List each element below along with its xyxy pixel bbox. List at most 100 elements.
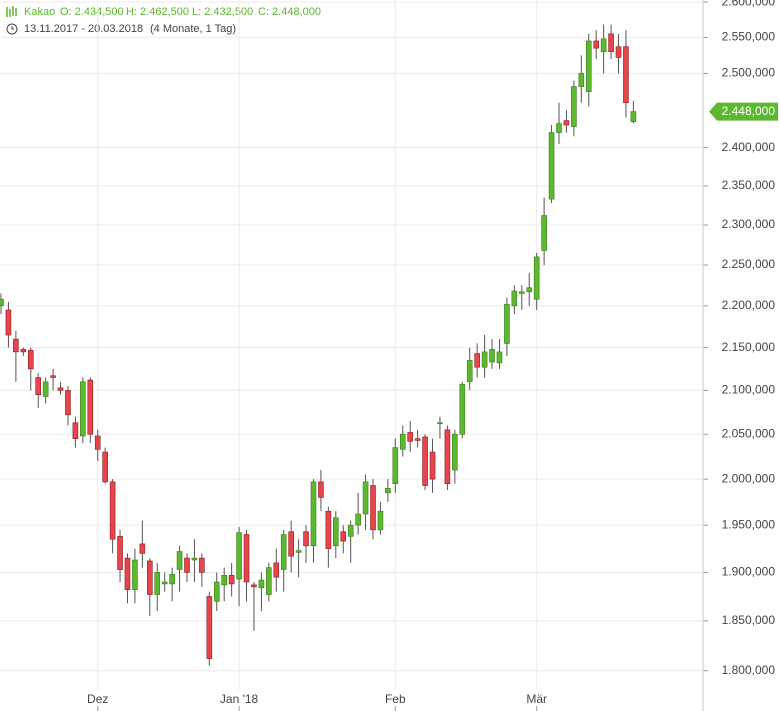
candle-body (213, 581, 220, 602)
y-tick-label: 1.800,000 (722, 663, 776, 677)
candle-body (370, 485, 376, 531)
ohlc-open: O: 2.434,500 (60, 6, 124, 18)
candle-body (50, 375, 56, 378)
candle-body (27, 349, 34, 370)
candle-body (42, 381, 49, 397)
candle-body (176, 551, 183, 570)
y-tick-label: 1.950,000 (722, 517, 776, 531)
y-tick-label: 2.000,000 (722, 471, 776, 485)
candle-body (347, 524, 354, 537)
chart-title: Kakao (24, 6, 55, 18)
candle-body (392, 447, 399, 484)
y-tick-label: 2.550,000 (722, 30, 776, 44)
candle-body (65, 390, 71, 416)
y-tick-label: 2.400,000 (722, 140, 776, 154)
candle-body (191, 557, 198, 561)
candle-body (5, 309, 12, 336)
y-tick-label: 2.100,000 (722, 383, 776, 397)
candle-body (466, 360, 473, 383)
candle-body (236, 532, 242, 580)
candle-body (228, 574, 235, 585)
candle-body (355, 513, 361, 526)
candle-body (147, 560, 153, 595)
ohlc-low: L: 2.432,500 (192, 6, 253, 18)
y-tick-label: 2.300,000 (722, 217, 776, 231)
candle-body (20, 349, 27, 353)
candle-body (117, 536, 123, 570)
y-tick-label: 2.250,000 (722, 257, 776, 271)
ohlc-high: H: 2.462,500 (126, 6, 189, 18)
candle-body (154, 572, 161, 595)
candle-body (563, 120, 570, 126)
candle-body (288, 531, 294, 557)
candle-body (132, 559, 138, 591)
candle-body (623, 46, 629, 104)
period: (4 Monate, 1 Tag) (150, 23, 236, 35)
candle-body (310, 481, 317, 547)
candle-body (548, 132, 555, 200)
candle-body (600, 38, 607, 53)
candle-body (459, 384, 466, 435)
candle-body (139, 543, 146, 554)
candle-body (526, 287, 533, 293)
y-tick-label: 1.850,000 (722, 613, 776, 627)
x-tick-label: Dez (87, 692, 108, 706)
candle-body (556, 123, 562, 133)
candle-body (429, 451, 436, 480)
candle-body (422, 436, 428, 486)
candle-body (266, 567, 272, 595)
candle-body (35, 377, 42, 396)
candle-body (608, 33, 614, 53)
candle-body (243, 534, 250, 583)
last-price-label: 2.448,000 (722, 104, 776, 118)
candle-body (332, 517, 339, 547)
candle-body (273, 562, 280, 578)
candle-body (474, 353, 480, 368)
candle-body (184, 557, 190, 573)
candle-body (221, 574, 227, 586)
candle-body (399, 433, 406, 450)
y-tick-label: 2.600,000 (722, 0, 776, 8)
candle-body (489, 349, 495, 363)
candle-body (407, 432, 414, 442)
candle-body (585, 40, 592, 92)
candle-body (496, 351, 503, 364)
candle-body (414, 438, 421, 441)
candle-body (533, 256, 540, 300)
candle-body (593, 40, 600, 49)
candle-body (72, 422, 79, 439)
y-tick-label: 2.200,000 (722, 298, 776, 312)
candle-body (615, 46, 622, 58)
x-tick-label: Mär (526, 692, 547, 706)
candle-body (0, 298, 4, 307)
candle-body (169, 574, 175, 585)
candle-body (318, 481, 324, 498)
candle-body (251, 584, 257, 588)
candle-body (161, 581, 168, 585)
candle-body (94, 435, 101, 450)
x-tick-label: Feb (385, 692, 406, 706)
candle-body (571, 86, 577, 127)
candle-body (481, 351, 488, 368)
candle-body (444, 429, 451, 484)
x-tick-label: Jan '18 (220, 692, 259, 706)
candle-body (362, 481, 369, 515)
candle-body (511, 290, 518, 307)
y-tick-label: 2.050,000 (722, 426, 776, 440)
candle-body (57, 387, 64, 391)
candle-body (518, 291, 525, 294)
candle-body (385, 487, 391, 494)
candle-body (13, 338, 19, 353)
candle-body (206, 596, 213, 659)
y-tick-label: 2.150,000 (722, 340, 776, 354)
candle-body (325, 510, 332, 549)
candle-body (80, 381, 86, 437)
candle-body (630, 111, 637, 122)
candle-body (87, 379, 94, 435)
y-tick-label: 2.350,000 (722, 178, 776, 192)
candle-body (578, 73, 585, 87)
y-tick-label: 1.900,000 (722, 565, 776, 579)
candle-body (124, 557, 131, 591)
ohlc-close: C: 2.448,000 (258, 6, 321, 18)
